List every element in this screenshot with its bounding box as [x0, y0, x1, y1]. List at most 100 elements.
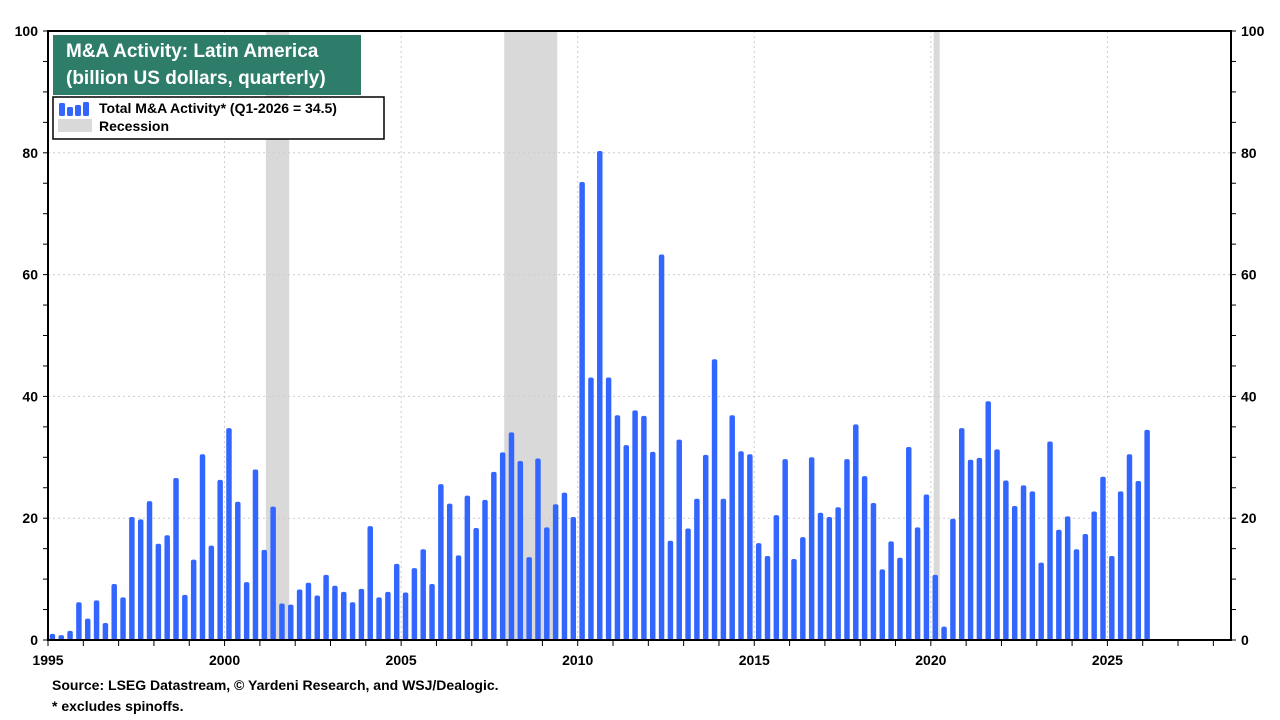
bar-67 [641, 415, 647, 640]
x-tick-label-2020: 2020 [915, 652, 946, 668]
bar-101 [941, 626, 947, 640]
bar-39 [393, 563, 400, 640]
bar-11 [146, 501, 153, 640]
bar-40 [402, 592, 409, 640]
bar-63 [605, 377, 612, 640]
bar-13 [164, 535, 170, 640]
bar-106 [985, 401, 991, 640]
bar-2 [67, 630, 73, 640]
bar-16 [190, 559, 197, 640]
y-right-label-20: 20 [1241, 510, 1257, 526]
bar-15 [182, 594, 188, 640]
bar-91 [853, 424, 859, 640]
x-tick-label-2025: 2025 [1092, 652, 1123, 668]
bar-29 [305, 582, 312, 640]
bar-110 [1020, 485, 1027, 640]
bar-38 [385, 591, 391, 640]
source-footnote: Source: LSEG Datastream, © Yardeni Resea… [52, 677, 499, 693]
bar-6 [102, 622, 109, 640]
bar-68 [650, 451, 656, 640]
bar-85 [800, 537, 806, 640]
x-tick-label-2010: 2010 [562, 652, 593, 668]
bar-100 [932, 574, 938, 640]
bar-35 [358, 588, 365, 640]
legend-bar-swatch [59, 102, 89, 116]
bar-43 [429, 583, 435, 640]
bar-87 [817, 512, 824, 640]
bar-75 [711, 359, 718, 640]
bar-53 [517, 460, 524, 640]
bar-72 [685, 528, 691, 640]
spinoff-footnote: * excludes spinoffs. [52, 698, 184, 714]
y-left-label-60: 60 [22, 267, 38, 283]
bar-59 [570, 516, 577, 640]
chart-title-line2: (billion US dollars, quarterly) [66, 68, 326, 89]
bar-51 [499, 452, 506, 640]
recession-band-0 [265, 31, 290, 640]
bar-26 [279, 603, 285, 640]
bar-122 [1126, 454, 1133, 640]
bar-124 [1144, 429, 1150, 640]
bar-54 [526, 557, 532, 640]
bar-49 [482, 499, 488, 640]
bar-62 [597, 150, 603, 640]
bar-42 [420, 549, 426, 640]
bar-84 [791, 559, 797, 640]
bar-41 [411, 568, 418, 640]
bar-5 [93, 600, 100, 640]
bar-65 [623, 445, 629, 640]
bar-55 [535, 458, 541, 640]
bar-20 [226, 428, 232, 640]
bar-80 [755, 543, 762, 640]
legend-recession-swatch [58, 119, 92, 132]
x-tick-label-2015: 2015 [739, 652, 770, 668]
bar-58 [561, 492, 568, 640]
bar-76 [720, 498, 727, 640]
legend-series-label: Total M&A Activity* (Q1-2026 = 34.5) [99, 100, 337, 116]
y-left-label-80: 80 [22, 145, 38, 161]
bar-123 [1135, 481, 1142, 640]
bar-103 [958, 428, 965, 640]
bar-50 [491, 471, 497, 640]
bar-73 [694, 498, 700, 640]
x-tick-label-1995: 1995 [32, 652, 63, 668]
bar-111 [1029, 491, 1036, 640]
legend: Total M&A Activity* (Q1-2026 = 34.5) Rec… [52, 96, 385, 140]
bar-102 [950, 518, 956, 640]
bar-48 [473, 527, 479, 640]
bar-112 [1038, 562, 1044, 640]
bar-81 [764, 555, 771, 640]
bar-90 [844, 459, 850, 640]
bar-74 [702, 454, 709, 640]
bar-60 [579, 182, 585, 641]
bar-52 [508, 432, 515, 640]
bar-28 [296, 589, 303, 640]
y-left-label-20: 20 [22, 510, 38, 526]
bar-14 [173, 478, 179, 640]
bar-3 [76, 602, 82, 640]
bar-9 [129, 516, 135, 640]
bar-82 [773, 515, 780, 640]
bar-17 [199, 454, 206, 640]
bar-69 [658, 254, 665, 641]
bar-23 [252, 469, 259, 640]
bar-47 [464, 495, 471, 640]
bar-57 [552, 504, 559, 640]
y-right-label-60: 60 [1241, 267, 1257, 283]
bar-93 [870, 502, 877, 640]
bar-70 [667, 540, 674, 640]
bar-36 [367, 526, 373, 640]
bar-95 [888, 541, 894, 640]
bar-44 [438, 484, 444, 640]
bar-109 [1011, 506, 1018, 640]
bar-61 [588, 377, 594, 640]
x-tick-label-2005: 2005 [386, 652, 417, 668]
bar-119 [1100, 476, 1106, 640]
bar-97 [906, 446, 912, 640]
bar-88 [826, 516, 833, 640]
bar-18 [208, 545, 215, 640]
y-right-label-40: 40 [1241, 388, 1257, 404]
bar-83 [782, 459, 788, 640]
bar-12 [155, 543, 162, 640]
